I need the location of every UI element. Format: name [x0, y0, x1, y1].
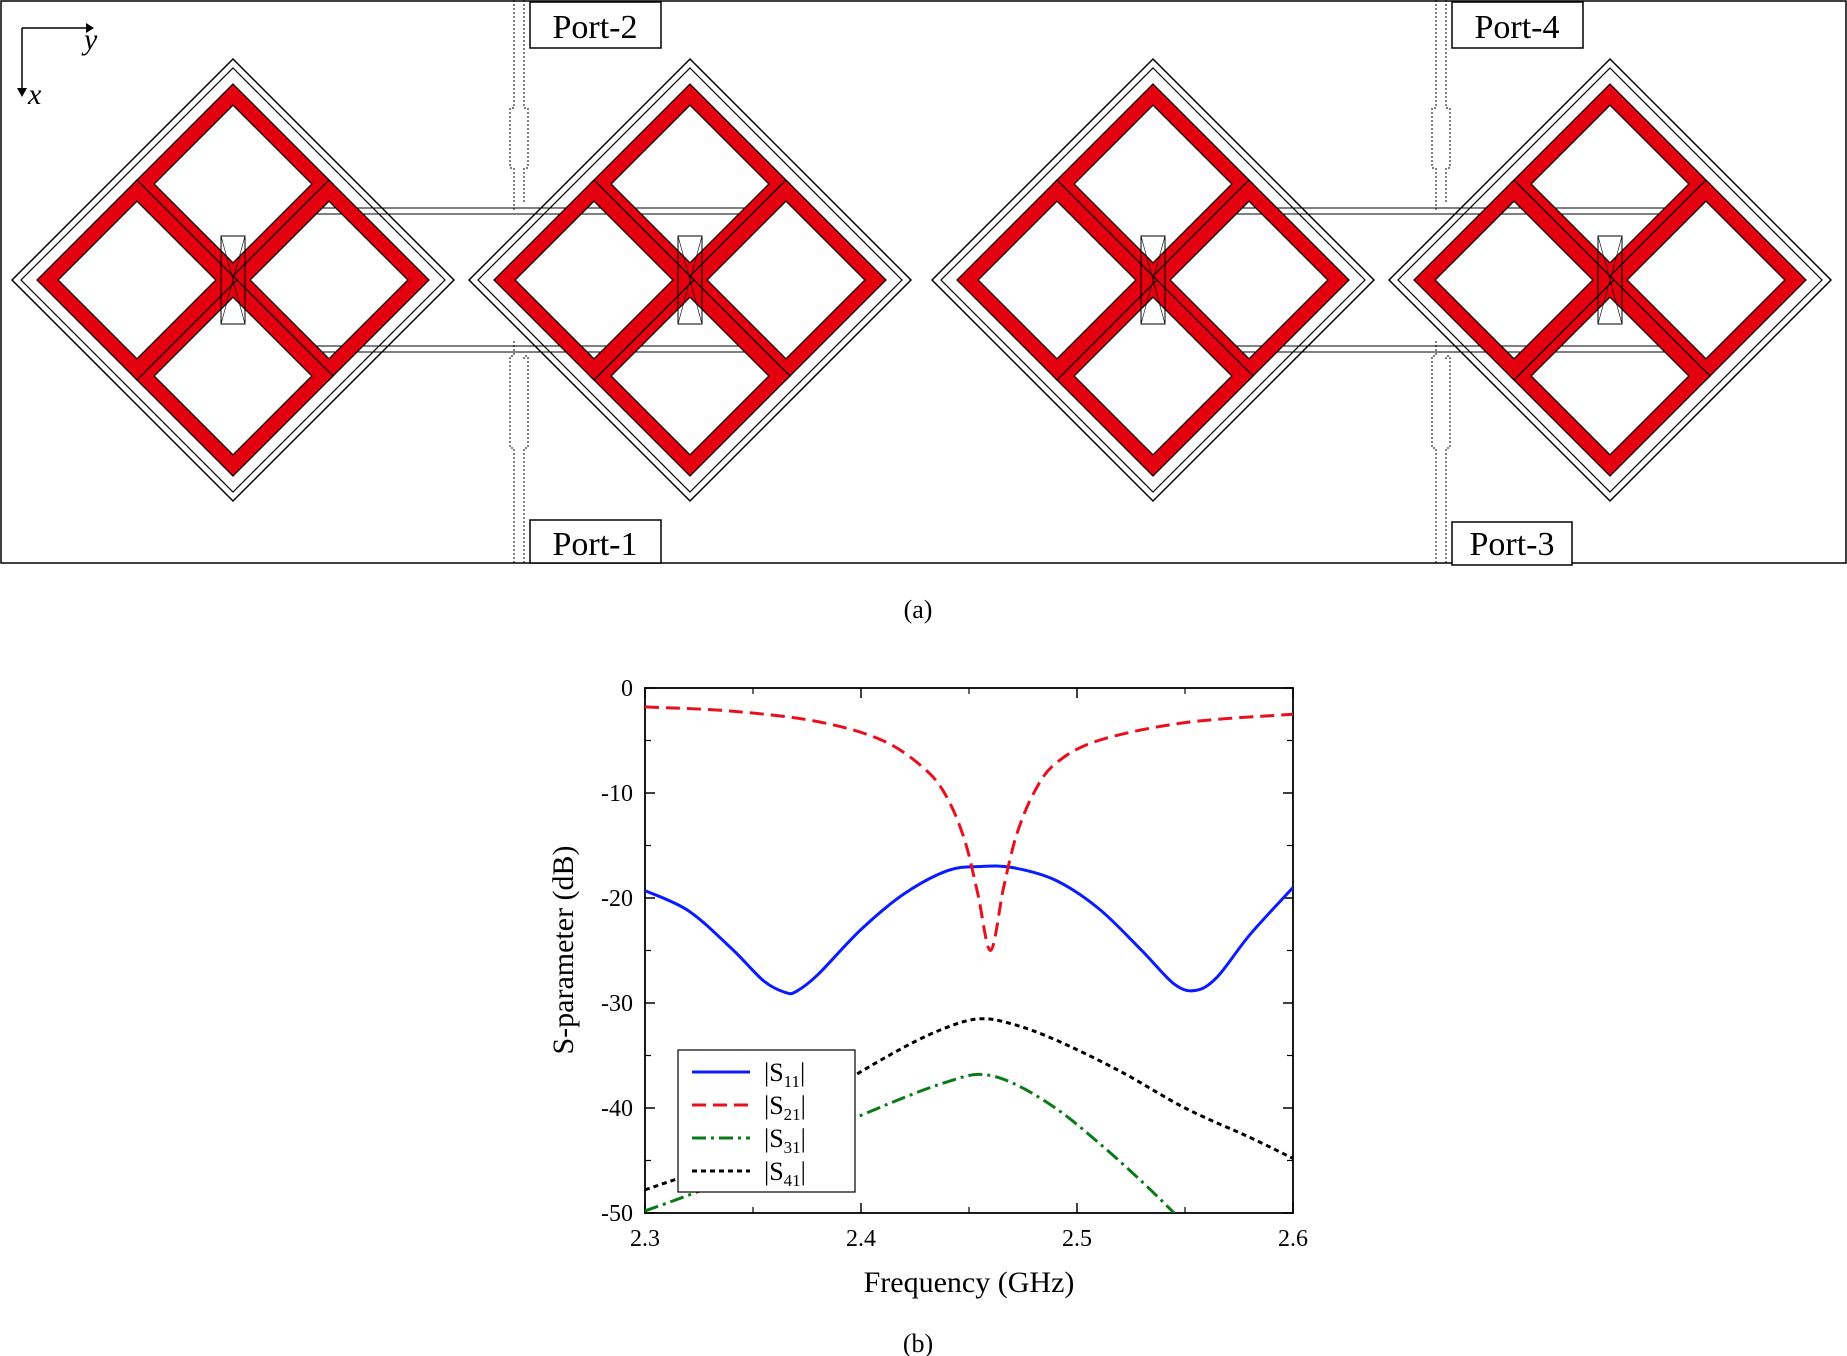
legend-label: |S31|: [764, 1124, 806, 1157]
series-line-s21: [645, 705, 1293, 953]
unit-cell: [1387, 57, 1833, 503]
x-tick-label: 2.6: [1278, 1226, 1308, 1252]
cell-inner-outline: [1397, 67, 1823, 493]
legend-label: |S41|: [764, 1157, 806, 1190]
cell-outer-outline: [467, 57, 913, 503]
unit-cell: [467, 57, 913, 503]
port-3-label: Port-3: [1470, 526, 1555, 563]
x-axis-title: Frequency (GHz): [864, 1266, 1075, 1299]
port-2-label-box: Port-2: [529, 1, 662, 49]
center-coupling-strip: [220, 235, 246, 325]
port-1-label: Port-1: [553, 526, 638, 563]
series-lines: [645, 705, 1293, 1213]
coordinate-indicator: y x: [17, 23, 98, 111]
x-tick-label: 2.4: [846, 1226, 876, 1252]
y-tick-label: -20: [601, 886, 633, 912]
unit-cell: [10, 57, 456, 503]
x-tick-label: 2.5: [1062, 1226, 1092, 1252]
port-1-label-box: Port-1: [529, 519, 662, 564]
legend-label: |S11|: [764, 1058, 805, 1091]
cell-inner-outline: [20, 67, 446, 493]
center-coupling-strip: [1597, 235, 1623, 325]
y-axis-letter: y: [81, 23, 98, 56]
port-4-label-box: Port-4: [1451, 1, 1584, 49]
plot-panel: 2.3 2.4 2.5 2.60-10-20-30-40-50 |S11||S21||…: [547, 676, 1308, 1356]
cell-inner-outline: [477, 67, 903, 493]
center-diagonal: [220, 235, 246, 325]
red-square-ring: [493, 179, 695, 381]
y-tick-label: -40: [601, 1096, 633, 1122]
legend-box: [677, 1049, 856, 1193]
cell-inner-outline: [940, 67, 1366, 493]
red-square-ring: [956, 179, 1158, 381]
series-line-s11: [645, 864, 1293, 996]
legend-label: |S21|: [764, 1091, 806, 1124]
legend: |S11||S21||S31||S41|: [677, 1049, 856, 1193]
y-axis-title: S-parameter (dB): [547, 845, 580, 1054]
center-coupling-strip: [1140, 235, 1166, 325]
y-tick-label: -30: [601, 991, 633, 1017]
axis-ticks: 2.3 2.4 2.5 2.6 0 -10 -20 -30 -40 -50: [601, 676, 1308, 1252]
port-3-label-box: Port-3: [1451, 521, 1573, 566]
unit-cell: [930, 57, 1376, 503]
y-tick-label: 0: [621, 676, 633, 702]
substrate-border: [0, 0, 1847, 564]
x-tick-label: 2.3: [630, 1226, 660, 1252]
cell-outer-outline: [930, 57, 1376, 503]
cell-outer-outline: [10, 57, 456, 503]
series-line-s41: [645, 1017, 1293, 1192]
red-square-ring: [36, 179, 238, 381]
port-4-label: Port-4: [1475, 9, 1560, 46]
y-tick-label: -50: [601, 1201, 633, 1227]
caption-b: (b): [903, 1329, 933, 1356]
layout-panel: Port-2 Port-1 Port-4 Port-3 y x (a): [0, 0, 1847, 624]
center-diagonal: [677, 235, 703, 325]
resonator-array: [10, 57, 1833, 503]
x-axis-letter: x: [27, 78, 42, 111]
port-2-label: Port-2: [553, 9, 638, 46]
center-diagonal: [1597, 235, 1623, 325]
center-coupling-strip: [677, 235, 703, 325]
center-diagonal: [1140, 235, 1166, 325]
cell-outer-outline: [1387, 57, 1833, 503]
y-tick-label: -10: [601, 781, 633, 807]
caption-a: (a): [904, 595, 933, 624]
red-square-ring: [1413, 179, 1615, 381]
